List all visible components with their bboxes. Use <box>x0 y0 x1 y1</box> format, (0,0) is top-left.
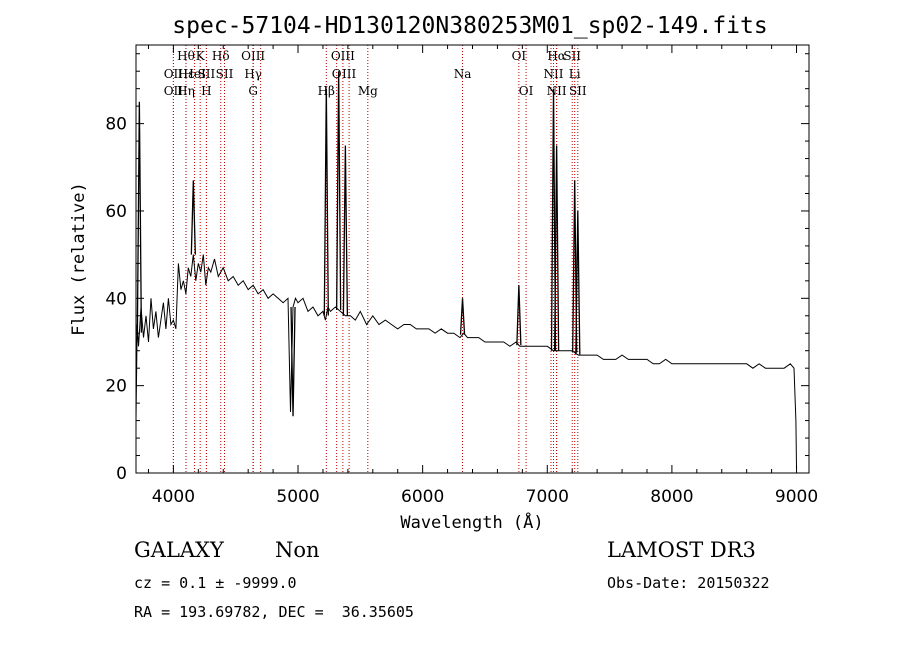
line-label: HeI <box>183 67 206 81</box>
y-tick-label: 60 <box>105 202 127 222</box>
object-subclass: Non <box>275 538 320 562</box>
line-label: Hγ <box>244 67 262 81</box>
line-label: OIII <box>331 49 355 63</box>
line-label: Hη <box>177 84 195 98</box>
line-label: III <box>342 67 356 81</box>
line-label: SII <box>198 67 216 81</box>
x-tick-label: 9000 <box>775 487 818 507</box>
line-label: OIII <box>241 49 265 63</box>
y-tick-label: 20 <box>105 377 127 397</box>
line-label: OI <box>519 84 534 98</box>
line-label: NII <box>547 84 567 98</box>
spectrum-peak <box>136 101 143 333</box>
x-tick-label: 8000 <box>650 487 693 507</box>
line-label: Li <box>569 67 581 81</box>
chart-title: spec-57104-HD130120N380253M01_sp02-149.f… <box>172 13 767 39</box>
line-label: SII <box>569 84 587 98</box>
line-label: Na <box>454 67 472 81</box>
line-label: K <box>196 49 206 63</box>
redshift-cz: cz = 0.1 ± -9999.0 <box>134 574 297 592</box>
line-label: OII <box>164 84 184 98</box>
x-tick-label: 4000 <box>152 487 195 507</box>
x-tick-label: 5000 <box>276 487 319 507</box>
y-tick-label: 40 <box>105 289 127 309</box>
line-label: Hθ <box>177 49 195 63</box>
line-label: Hδ <box>212 49 230 63</box>
x-axis-label: Wavelength (Å) <box>400 511 543 533</box>
spectrum-peak <box>516 285 522 346</box>
line-label: G <box>248 84 258 98</box>
y-axis-label: Flux (relative) <box>69 182 89 336</box>
line-label: SII <box>563 49 581 63</box>
x-tick-label: 6000 <box>401 487 444 507</box>
line-label: SII <box>216 67 234 81</box>
spectrum-peak <box>290 307 296 417</box>
object-class: GALAXY <box>134 538 224 562</box>
line-label: Mg <box>358 84 378 98</box>
line-label: OI <box>512 49 527 63</box>
line-label: Hε <box>178 67 195 81</box>
spectrum-peak <box>459 298 466 335</box>
spectrum-peak <box>190 180 196 255</box>
spectrum-series <box>135 71 797 469</box>
spectrum-peak <box>335 71 342 310</box>
plot-frame <box>135 44 810 474</box>
ra-dec: RA = 193.69782, DEC = 36.35605 <box>134 603 414 621</box>
y-tick-label: 0 <box>116 464 127 484</box>
line-label: OII <box>164 67 184 81</box>
spectrum-line <box>135 254 797 469</box>
spectrum-peak <box>553 145 560 351</box>
x-tick-label: 7000 <box>526 487 569 507</box>
line-label: O <box>332 67 342 81</box>
y-axis: 0 20 40 60 80 <box>105 53 809 484</box>
survey-name: LAMOST DR3 <box>607 538 756 562</box>
line-label: Hα <box>547 49 566 63</box>
y-tick-label: 80 <box>105 115 127 135</box>
observation-date: Obs-Date: 20150322 <box>607 574 770 592</box>
spectrum-peak <box>575 210 581 355</box>
spectrum-peak <box>323 88 329 316</box>
spectrum-peak <box>342 145 349 316</box>
x-axis: 4000 5000 6000 7000 8000 9000 <box>147 45 818 507</box>
line-label: NII <box>544 67 564 81</box>
